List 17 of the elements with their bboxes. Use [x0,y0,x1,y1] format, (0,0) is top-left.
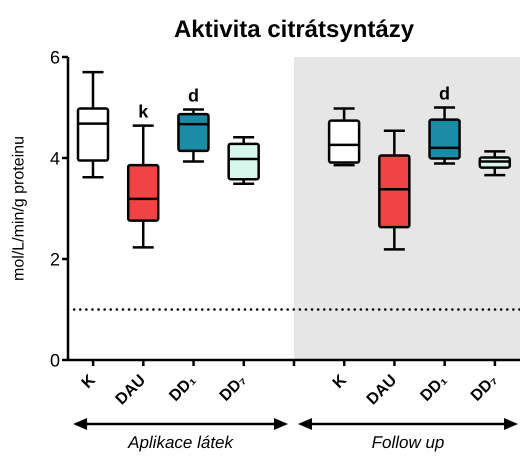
x-tick-label: DD₁ [417,372,451,405]
text: d [188,86,199,106]
x-tick-label: K [330,371,350,392]
text: d [439,84,450,104]
x-tick-label: DD₁ [166,372,200,405]
x-tick-label: K [78,371,100,392]
y-tick-label: 4 [50,148,60,168]
text: Aplikace látek [127,433,234,452]
chart-title: Aktivita citrátsyntázy [172,15,416,45]
y-tick-label: 0 [50,350,60,370]
y-axis-title: mol/L/min/g proteinu [10,136,28,281]
y-tick-label: 2 [50,249,60,270]
text: Follow up [372,433,444,452]
text: k [138,102,148,122]
y-tick-label: 6 [50,47,60,68]
x-tick-label: DD₇ [216,372,250,405]
x-tick-label: DD₇ [468,372,501,405]
